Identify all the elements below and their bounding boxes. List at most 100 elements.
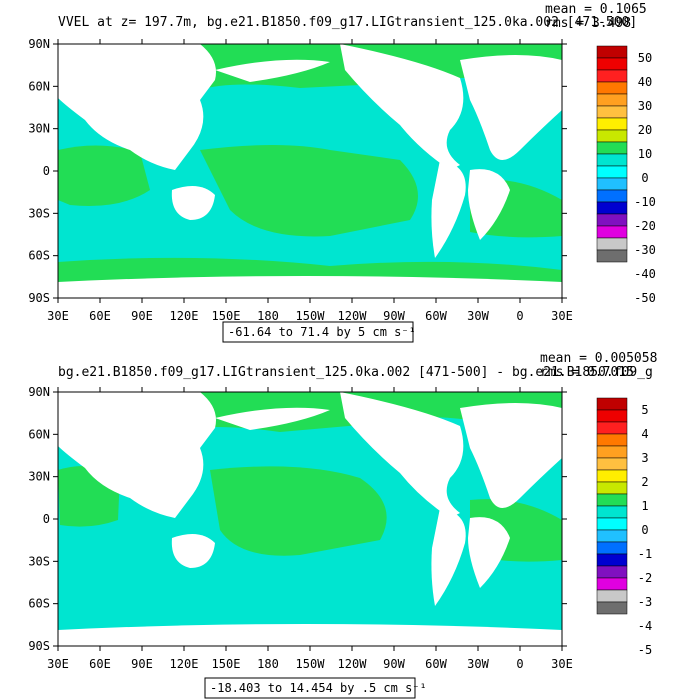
lat-tick-label: 0	[43, 512, 50, 526]
lon-tick-label: 60E	[89, 309, 111, 323]
lon-tick-label: 30W	[467, 309, 489, 323]
colorbar-swatch	[596, 249, 628, 263]
colorbar-swatch	[596, 529, 628, 543]
colorbar-label: 5	[641, 403, 648, 417]
lat-tick-label: 60N	[28, 427, 50, 441]
lat-tick-label: 90S	[28, 639, 50, 653]
lat-tick-label: 0	[43, 164, 50, 178]
panel-2-range-box: -18.403 to 14.454 by .5 cm s⁻¹	[204, 677, 427, 699]
lon-tick-label: 0	[516, 309, 523, 323]
panel-2-lat-axis: 90N 60N 30N 0 30S 60S 90S	[28, 385, 567, 653]
lon-tick-label: 30E	[47, 657, 69, 671]
colorbar-swatch	[596, 421, 628, 435]
lon-tick-label: 90W	[383, 309, 405, 323]
panel-2-mean: mean = 0.005058	[540, 351, 657, 366]
lat-tick-label: 30S	[28, 554, 50, 568]
panel-1: VVEL at z= 197.7m, bg.e21.B1850.f09_g17.…	[28, 2, 656, 343]
lon-tick-label: 0	[516, 657, 523, 671]
colorbar-swatch	[596, 105, 628, 119]
lon-tick-label: 60W	[425, 657, 447, 671]
lat-tick-label: 90N	[28, 37, 50, 51]
colorbar-swatch	[596, 57, 628, 71]
lon-tick-label: 150W	[296, 657, 326, 671]
lat-tick-label: 60S	[28, 249, 50, 263]
colorbar-swatch	[596, 517, 628, 531]
colorbar-label: -30	[634, 243, 656, 257]
lon-tick-label: 180	[257, 657, 279, 671]
colorbar-label: -1	[638, 547, 652, 561]
colorbar-swatch	[596, 397, 628, 411]
colorbar-swatch	[596, 93, 628, 107]
colorbar-swatch	[596, 153, 628, 167]
colorbar-label: 10	[638, 147, 652, 161]
colorbar-swatch	[596, 445, 628, 459]
colorbar-label: 30	[638, 99, 652, 113]
lat-tick-label: 30N	[28, 122, 50, 136]
colorbar-label: 0	[641, 171, 648, 185]
colorbar-label: 50	[638, 51, 652, 65]
colorbar-label: 40	[638, 75, 652, 89]
lon-tick-label: 30W	[467, 657, 489, 671]
colorbar-swatch	[596, 469, 628, 483]
colorbar-swatch	[596, 213, 628, 227]
lon-tick-label: 120W	[338, 657, 368, 671]
colorbar-label: 1	[641, 499, 648, 513]
colorbar-swatch	[596, 493, 628, 507]
colorbar-swatch	[596, 433, 628, 447]
colorbar-label: 4	[641, 427, 648, 441]
panel-1-rms: rms = 3.498	[545, 16, 631, 31]
lon-tick-label: 90E	[131, 309, 153, 323]
colorbar-swatch	[596, 225, 628, 239]
lon-tick-label: 60E	[89, 657, 111, 671]
panel-2-rms: rms = 0.7015	[540, 365, 634, 380]
lon-tick-label: 90W	[383, 657, 405, 671]
lat-tick-label: 90N	[28, 385, 50, 399]
panel-2-title: bg.e21.B1850.f09_g17.LIGtransient_125.0k…	[58, 365, 653, 380]
colorbar-swatch	[596, 69, 628, 83]
panel-1-mean: mean = 0.1065	[545, 2, 647, 17]
colorbar-swatch	[596, 481, 628, 495]
colorbar-label: -20	[634, 219, 656, 233]
panel-2-map	[57, 391, 563, 647]
lon-tick-label: 30E	[551, 309, 573, 323]
panel-2-lon-axis: 30E 60E 90E 120E 150E 180 150W 120W 90W 60W 30W 0 30…	[47, 387, 573, 671]
colorbar-swatch	[596, 117, 628, 131]
panel-2-colorbar: 5 4 3 2 1 0 -1 -2 -3 -4 -5	[596, 397, 652, 657]
panel-1-title: VVEL at z= 197.7m, bg.e21.B1850.f09_g17.…	[58, 15, 637, 30]
colorbar-label: -50	[634, 291, 656, 305]
lat-tick-label: 30N	[28, 470, 50, 484]
panel-1-colorbar: 50 40 30 20 10 0 -10 -20 -30 -40 -50	[596, 45, 656, 305]
panel-1-map	[57, 43, 563, 299]
colorbar-swatch	[596, 553, 628, 567]
colorbar-label: -5	[638, 643, 652, 657]
colorbar-swatch	[596, 577, 628, 591]
colorbar-label: 3	[641, 451, 648, 465]
colorbar-label: -2	[638, 571, 652, 585]
colorbar-swatch	[596, 457, 628, 471]
lat-tick-label: 30S	[28, 206, 50, 220]
colorbar-label: -40	[634, 267, 656, 281]
colorbar-label: -4	[638, 619, 652, 633]
lon-tick-label: 120W	[338, 309, 368, 323]
colorbar-swatch	[596, 45, 628, 59]
colorbar-swatch	[596, 81, 628, 95]
colorbar-swatch	[596, 237, 628, 251]
colorbar-label: 0	[641, 523, 648, 537]
colorbar-swatch	[596, 141, 628, 155]
lon-tick-label: 120E	[170, 309, 199, 323]
colorbar-label: -10	[634, 195, 656, 209]
lon-tick-label: 60W	[425, 309, 447, 323]
lon-tick-label: 150W	[296, 309, 326, 323]
panel-2-range-label: -18.403 to 14.454 by .5 cm s⁻¹	[210, 681, 427, 695]
lon-tick-label: 150E	[212, 657, 241, 671]
colorbar-swatch	[596, 541, 628, 555]
lon-tick-label: 180	[257, 309, 279, 323]
lat-tick-label: 60N	[28, 79, 50, 93]
lon-tick-label: 150E	[212, 309, 241, 323]
lon-tick-label: 30E	[551, 657, 573, 671]
panel-1-lat-axis: 90N 60N 30N 0 30S 60S 90S	[28, 37, 567, 305]
colorbar-swatch	[596, 589, 628, 603]
colorbar-label: 2	[641, 475, 648, 489]
lon-tick-label: 30E	[47, 309, 69, 323]
